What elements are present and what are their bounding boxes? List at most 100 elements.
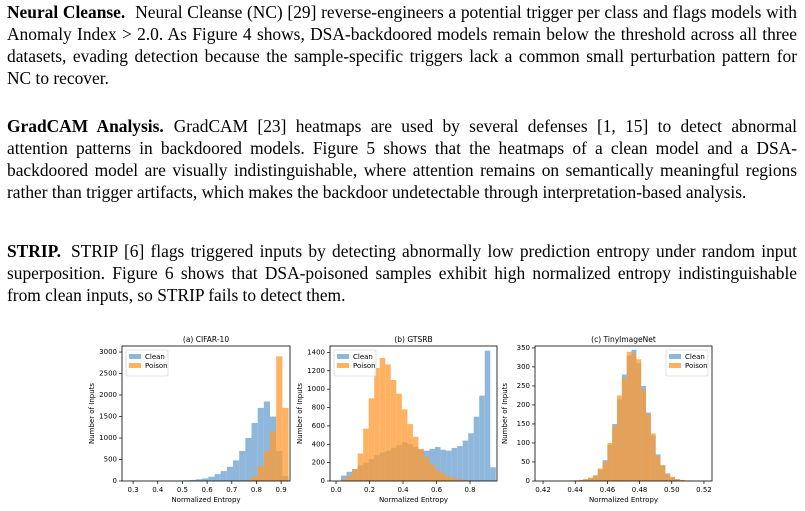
bar — [233, 460, 240, 481]
legend-label: Poison — [353, 362, 376, 370]
x-tick-label: 0.8 — [464, 486, 475, 494]
bar — [239, 450, 246, 481]
bar — [679, 479, 685, 481]
plot-frame — [329, 345, 498, 482]
bar — [412, 436, 419, 481]
x-tick-label: 0.9 — [276, 486, 287, 494]
y-tick-label: 600 — [312, 422, 325, 430]
bar — [401, 409, 408, 481]
y-tick-label: 100 — [517, 439, 530, 447]
bar — [612, 425, 618, 481]
y-tick-label: 2500 — [99, 370, 117, 378]
bar — [270, 431, 277, 481]
x-tick-label: 0.7 — [226, 486, 237, 494]
bar — [341, 479, 347, 481]
bar — [245, 479, 252, 481]
bar — [368, 398, 375, 481]
bar — [251, 475, 258, 481]
bar — [214, 474, 221, 481]
plot-frame — [121, 345, 291, 482]
x-tick-label: 0.48 — [632, 486, 648, 494]
bar — [631, 353, 637, 481]
bar — [446, 450, 452, 481]
y-tick-label: 200 — [517, 401, 530, 409]
x-tick-label: 0.44 — [567, 486, 583, 494]
y-tick-label: 250 — [517, 382, 530, 390]
bar — [341, 475, 347, 481]
y-axis-label: Number of Inputs — [88, 383, 96, 444]
bar — [390, 379, 397, 481]
paragraph-text: Neural Cleanse (NC) [29] reverse-enginee… — [7, 2, 798, 88]
y-tick-label: 300 — [517, 363, 530, 371]
x-tick-label: 0.6 — [202, 486, 214, 494]
y-tick-label: 200 — [312, 459, 325, 467]
bar — [374, 368, 380, 481]
x-tick-label: 0.52 — [696, 486, 712, 494]
bar — [363, 428, 369, 481]
bar — [646, 414, 651, 481]
bar — [435, 447, 441, 481]
bar — [626, 351, 632, 481]
bar — [263, 450, 271, 481]
paragraph-heading: STRIP. — [7, 241, 61, 261]
legend-swatch — [669, 354, 681, 359]
bar — [621, 378, 627, 481]
bar — [346, 475, 353, 481]
legend-swatch — [337, 354, 349, 359]
y-tick-label: 800 — [312, 404, 325, 412]
bar — [220, 471, 227, 481]
bar — [457, 479, 463, 481]
plot-frame — [534, 345, 713, 482]
bar — [583, 479, 589, 481]
bar — [665, 474, 671, 481]
y-tick-label: 0 — [321, 477, 325, 485]
paragraph-text: STRIP [6] flags triggered inputs by dete… — [7, 241, 797, 305]
x-tick-label: 0.0 — [330, 486, 341, 494]
bar — [208, 476, 215, 481]
chart-title: (a) CIFAR-10 — [183, 335, 229, 344]
bar — [257, 407, 264, 481]
y-tick-label: 0 — [113, 477, 117, 485]
x-tick-label: 0.4 — [152, 486, 164, 494]
bar — [396, 393, 402, 481]
bar — [379, 357, 386, 481]
bar — [451, 447, 458, 481]
bar — [352, 469, 358, 481]
legend-label: Clean — [353, 353, 373, 361]
chart-title: (b) GTSRB — [394, 335, 432, 344]
bar — [602, 461, 608, 481]
y-tick-label: 1200 — [307, 367, 325, 375]
bar — [276, 356, 283, 481]
x-tick-label: 0.2 — [364, 486, 375, 494]
paragraph-heading: Neural Cleanse. — [7, 2, 126, 22]
bar — [263, 401, 271, 481]
bar — [440, 473, 447, 481]
bar — [435, 469, 441, 481]
chart-title: (c) TinyImageNet — [591, 335, 656, 344]
bar — [357, 453, 364, 481]
bar — [423, 457, 430, 481]
bar — [578, 479, 584, 481]
legend-label: Clean — [685, 353, 705, 361]
y-tick-label: 1400 — [307, 348, 325, 356]
bar — [462, 440, 469, 481]
bar — [655, 456, 661, 481]
bar — [641, 389, 647, 481]
legend-label: Clean — [145, 353, 165, 361]
legend-label: Poison — [145, 362, 168, 370]
x-tick-label: 0.8 — [251, 486, 262, 494]
y-tick-label: 2000 — [99, 391, 117, 399]
bar — [451, 478, 458, 481]
bar — [257, 465, 264, 481]
paragraph: STRIP. STRIP [6] flags triggered inputs b… — [7, 240, 797, 306]
bar — [462, 480, 469, 481]
x-tick-label: 0.50 — [664, 486, 680, 494]
bar — [588, 477, 593, 481]
x-tick-label: 0.4 — [397, 486, 409, 494]
x-tick-label: 0.5 — [177, 486, 188, 494]
x-tick-label: 0.42 — [535, 486, 551, 494]
x-axis-label: Normalized Entropy — [171, 496, 240, 504]
bar — [282, 407, 289, 481]
paragraph: Neural Cleanse. Neural Cleanse (NC) [29] … — [7, 1, 797, 89]
